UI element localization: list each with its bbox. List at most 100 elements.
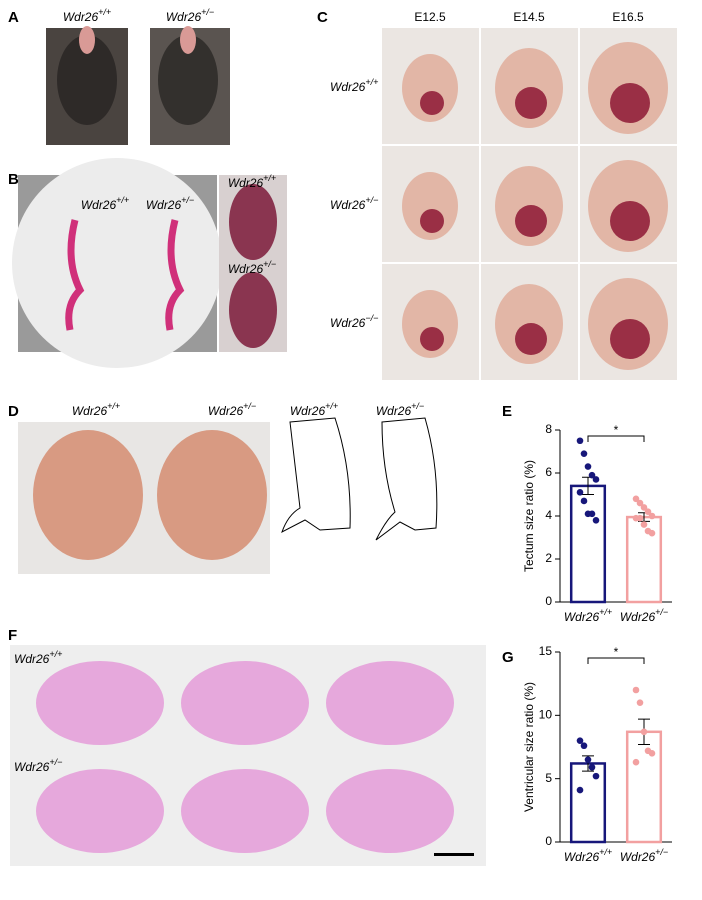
genotype: +/+: [49, 649, 62, 659]
y-axis-label: Tectum size ratio (%): [522, 460, 536, 572]
embryo: [402, 172, 458, 240]
genotype: +/+: [325, 401, 338, 411]
brain-section: [326, 661, 454, 745]
data-point: [588, 471, 596, 479]
outline: [375, 417, 438, 541]
stage-label: E16.5: [612, 10, 644, 24]
genotype: −/−: [365, 313, 378, 323]
genotype: +/+: [365, 77, 378, 87]
significance-bracket: [587, 657, 645, 664]
embryo: [420, 91, 444, 115]
data-point: [592, 772, 600, 780]
stage-label: E12.5: [414, 10, 446, 24]
genotype-label: Wdr26+/−: [208, 401, 256, 418]
embryo: [610, 83, 650, 123]
data-point: [648, 750, 656, 757]
data-point: [576, 437, 584, 445]
genotype-label: Wdr26+/+: [564, 847, 612, 864]
y-tick-label: 6: [545, 465, 552, 479]
genotype-label: Wdr26−/−: [330, 313, 378, 330]
embryo: [610, 319, 650, 359]
stage-label: E14.5: [513, 10, 545, 24]
genotype-label: Wdr26+/+: [228, 173, 276, 190]
genotype-label: Wdr26+/−: [330, 195, 378, 212]
y-tick-label: 10: [539, 708, 553, 722]
gene: Wdr26: [146, 198, 182, 212]
y-tick-label: 0: [545, 594, 552, 608]
significance-label: *: [614, 423, 619, 437]
genotype: +/+: [263, 173, 276, 183]
brain-section: [36, 661, 164, 745]
y-tick-label: 8: [545, 422, 552, 436]
panel-letter: C: [317, 9, 328, 26]
genotype: +/+: [116, 195, 129, 205]
y-axis-label: Ventricular size ratio (%): [522, 682, 536, 812]
data-point: [640, 504, 648, 511]
genotype-label: Wdr26+/−: [14, 757, 62, 774]
panel-letter: G: [502, 649, 514, 666]
sections: [36, 661, 454, 853]
gene: Wdr26: [564, 850, 600, 864]
brain-section: [181, 661, 309, 745]
data-point: [576, 489, 584, 496]
genotype-label: Wdr26+/+: [330, 77, 378, 94]
genotype-label: Wdr26+/+: [290, 401, 338, 418]
genotype: +/−: [655, 607, 668, 617]
genotype: +/−: [411, 401, 424, 411]
data-point: [588, 763, 596, 771]
genotype-label: Wdr26+/+: [14, 649, 62, 666]
genotype-label: Wdr26+/−: [376, 401, 424, 418]
gene: Wdr26: [330, 80, 366, 94]
gene: Wdr26: [166, 10, 202, 24]
data-point: [580, 742, 588, 750]
data-point: [640, 521, 648, 528]
gene: Wdr26: [14, 760, 50, 774]
gene: Wdr26: [208, 404, 244, 418]
genotype: +/−: [263, 259, 276, 269]
photo: [229, 184, 277, 260]
genotype-label: Wdr26+/+: [564, 607, 612, 624]
data-point: [592, 476, 600, 483]
embryo: [610, 201, 650, 241]
gene: Wdr26: [620, 610, 656, 624]
panel-letter: E: [502, 403, 512, 420]
genotype-label: Wdr26+/−: [620, 607, 668, 624]
photo-grid: [382, 28, 677, 380]
photo: [65, 219, 185, 331]
data-point: [636, 514, 644, 522]
genotype-label: Wdr26+/−: [620, 847, 668, 864]
photo: [79, 26, 95, 54]
data-point: [636, 699, 644, 706]
brain-section: [181, 769, 309, 853]
genotype: +/+: [599, 847, 612, 857]
gene: Wdr26: [376, 404, 412, 418]
genotype: +/−: [181, 195, 194, 205]
data-point: [592, 517, 600, 524]
panel-letter: A: [8, 9, 19, 26]
data-point: [584, 756, 592, 763]
gene: Wdr26: [72, 404, 108, 418]
gene: Wdr26: [330, 198, 366, 212]
gene: Wdr26: [330, 316, 366, 330]
bar: [625, 515, 663, 604]
y-tick-label: 4: [545, 508, 552, 522]
data-point: [644, 508, 652, 515]
y-tick-label: 15: [539, 644, 553, 658]
data-point: [580, 497, 588, 505]
data-point: [648, 512, 656, 520]
gene: Wdr26: [228, 176, 264, 190]
y-tick-label: 5: [545, 771, 552, 785]
scale-bar: [434, 853, 474, 856]
bar: [569, 484, 607, 604]
genotype: +/−: [49, 757, 62, 767]
data-point: [588, 510, 596, 518]
data-point: [576, 737, 584, 744]
significance-bracket: [587, 435, 645, 442]
genotype-label: Wdr26+/−: [166, 7, 214, 24]
y-tick-label: 2: [545, 551, 552, 565]
genotype: +/−: [365, 195, 378, 205]
photo: [12, 158, 222, 368]
gene: Wdr26: [14, 652, 50, 666]
photo: [158, 35, 218, 125]
